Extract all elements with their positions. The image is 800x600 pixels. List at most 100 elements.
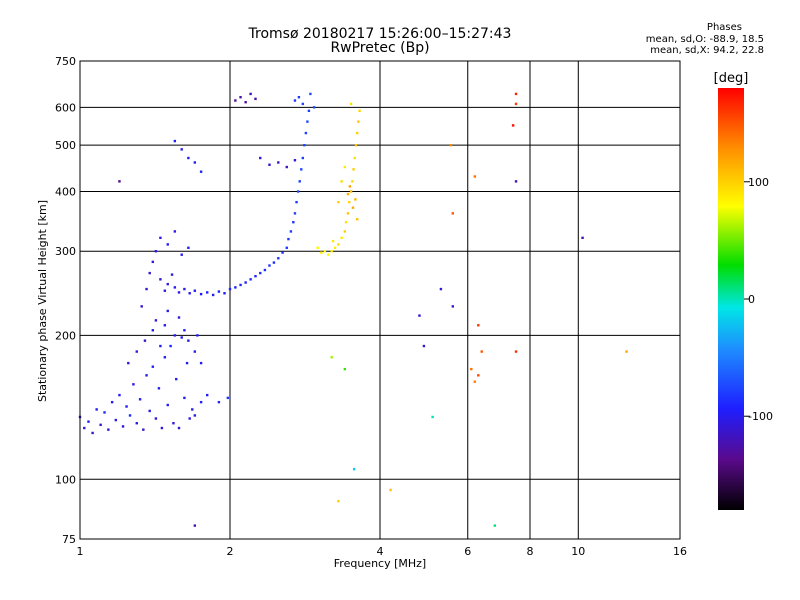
data-point-O	[285, 246, 288, 249]
phase-stats-x: mean, sd,X: 94.2, 22.8	[650, 45, 764, 56]
data-point-X	[340, 180, 343, 183]
plot-frame	[79, 60, 681, 540]
data-point-O	[263, 268, 267, 272]
x-tick-label: 16	[673, 545, 687, 558]
data-point-O	[254, 97, 257, 101]
data-point-X	[511, 124, 515, 127]
data-point-O	[211, 293, 215, 297]
data-point-O	[268, 264, 271, 267]
x-axis-label: Frequency [MHz]	[333, 557, 427, 570]
chart-title: Tromsø 20180217 15:26:00–15:27:43	[248, 26, 512, 42]
data-point-O	[249, 278, 252, 281]
data-point-O	[300, 168, 303, 171]
data-point-O	[223, 292, 226, 295]
data-point-O	[239, 283, 242, 287]
data-point-O	[140, 305, 143, 308]
data-point-O	[154, 319, 158, 322]
data-point-O	[188, 292, 191, 295]
data-point-O	[135, 350, 138, 353]
data-point-O	[185, 361, 189, 365]
data-point-X	[357, 120, 360, 123]
data-point-X	[493, 524, 497, 527]
data-point-O	[199, 170, 203, 173]
x-tick-label: 8	[527, 545, 534, 558]
data-point-X	[355, 131, 359, 135]
data-point-O	[135, 422, 138, 425]
data-point-O	[205, 393, 209, 397]
data-point-O	[183, 396, 186, 400]
data-point-O	[581, 236, 584, 240]
data-point-O	[306, 120, 309, 123]
data-point-X	[431, 415, 434, 419]
data-point-O	[103, 411, 106, 414]
data-point-O	[175, 377, 178, 381]
data-point-O	[177, 291, 181, 294]
data-point-O	[268, 163, 271, 166]
data-point-O	[132, 383, 135, 386]
data-point-X	[477, 324, 480, 327]
data-point-X	[514, 92, 518, 96]
data-point-O	[272, 261, 276, 264]
data-point-O	[309, 92, 312, 96]
y-tick-label: 300	[55, 245, 76, 258]
data-point-X	[343, 165, 347, 169]
data-point-O	[193, 414, 197, 417]
data-point-O	[87, 420, 90, 423]
data-point-X	[349, 102, 353, 106]
data-point-X	[337, 200, 340, 204]
data-point-O	[259, 156, 262, 160]
data-point-O	[173, 334, 177, 337]
data-point-O	[166, 309, 169, 313]
colorbar-tick-label: 100	[748, 176, 769, 189]
data-point-X	[331, 239, 335, 243]
data-point-O	[312, 106, 316, 109]
data-point-O	[297, 95, 301, 99]
data-point-X	[333, 246, 337, 249]
data-point-X	[514, 350, 518, 353]
data-point-O	[180, 148, 183, 151]
data-point-O	[514, 180, 518, 183]
colorbar-label: [deg]	[714, 71, 749, 86]
data-point-O	[128, 414, 132, 417]
data-point-O	[163, 289, 167, 292]
data-point-O	[118, 393, 121, 397]
colorbar: [deg] -100 0 100	[714, 71, 773, 510]
data-point-X	[337, 499, 340, 503]
data-point-X	[348, 200, 351, 204]
data-point-O	[172, 422, 175, 425]
data-point-O	[217, 290, 221, 293]
data-point-O	[127, 361, 130, 365]
x-tick-label: 2	[227, 545, 234, 558]
data-point-O	[199, 400, 203, 404]
data-point-O	[293, 99, 297, 102]
data-point-X	[470, 367, 473, 371]
data-point-O	[234, 99, 237, 102]
y-tick-label: 600	[55, 101, 76, 114]
x-tick-label: 10	[571, 545, 585, 558]
data-point-X	[349, 190, 353, 193]
data-point-O	[145, 287, 148, 291]
data-point-O	[187, 156, 190, 160]
data-point-O	[188, 417, 191, 420]
data-point-O	[163, 356, 167, 359]
data-point-X	[480, 350, 483, 353]
data-point-O	[125, 405, 128, 408]
data-point-O	[91, 431, 94, 435]
data-point-O	[293, 212, 297, 215]
data-point-O	[239, 95, 242, 99]
data-point-O	[254, 274, 257, 278]
data-point-O	[183, 287, 186, 291]
data-point-X	[355, 218, 359, 221]
colorbar-tick-label: -100	[748, 410, 773, 423]
data-point-O	[151, 329, 155, 332]
data-point-X	[351, 206, 355, 209]
data-point-O	[151, 365, 155, 368]
data-point-O	[249, 92, 252, 96]
data-point-O	[114, 418, 118, 422]
data-point-O	[298, 180, 301, 183]
data-point-O	[217, 400, 221, 404]
data-point-O	[99, 423, 102, 427]
data-point-X	[344, 221, 348, 224]
data-point-O	[285, 165, 288, 169]
